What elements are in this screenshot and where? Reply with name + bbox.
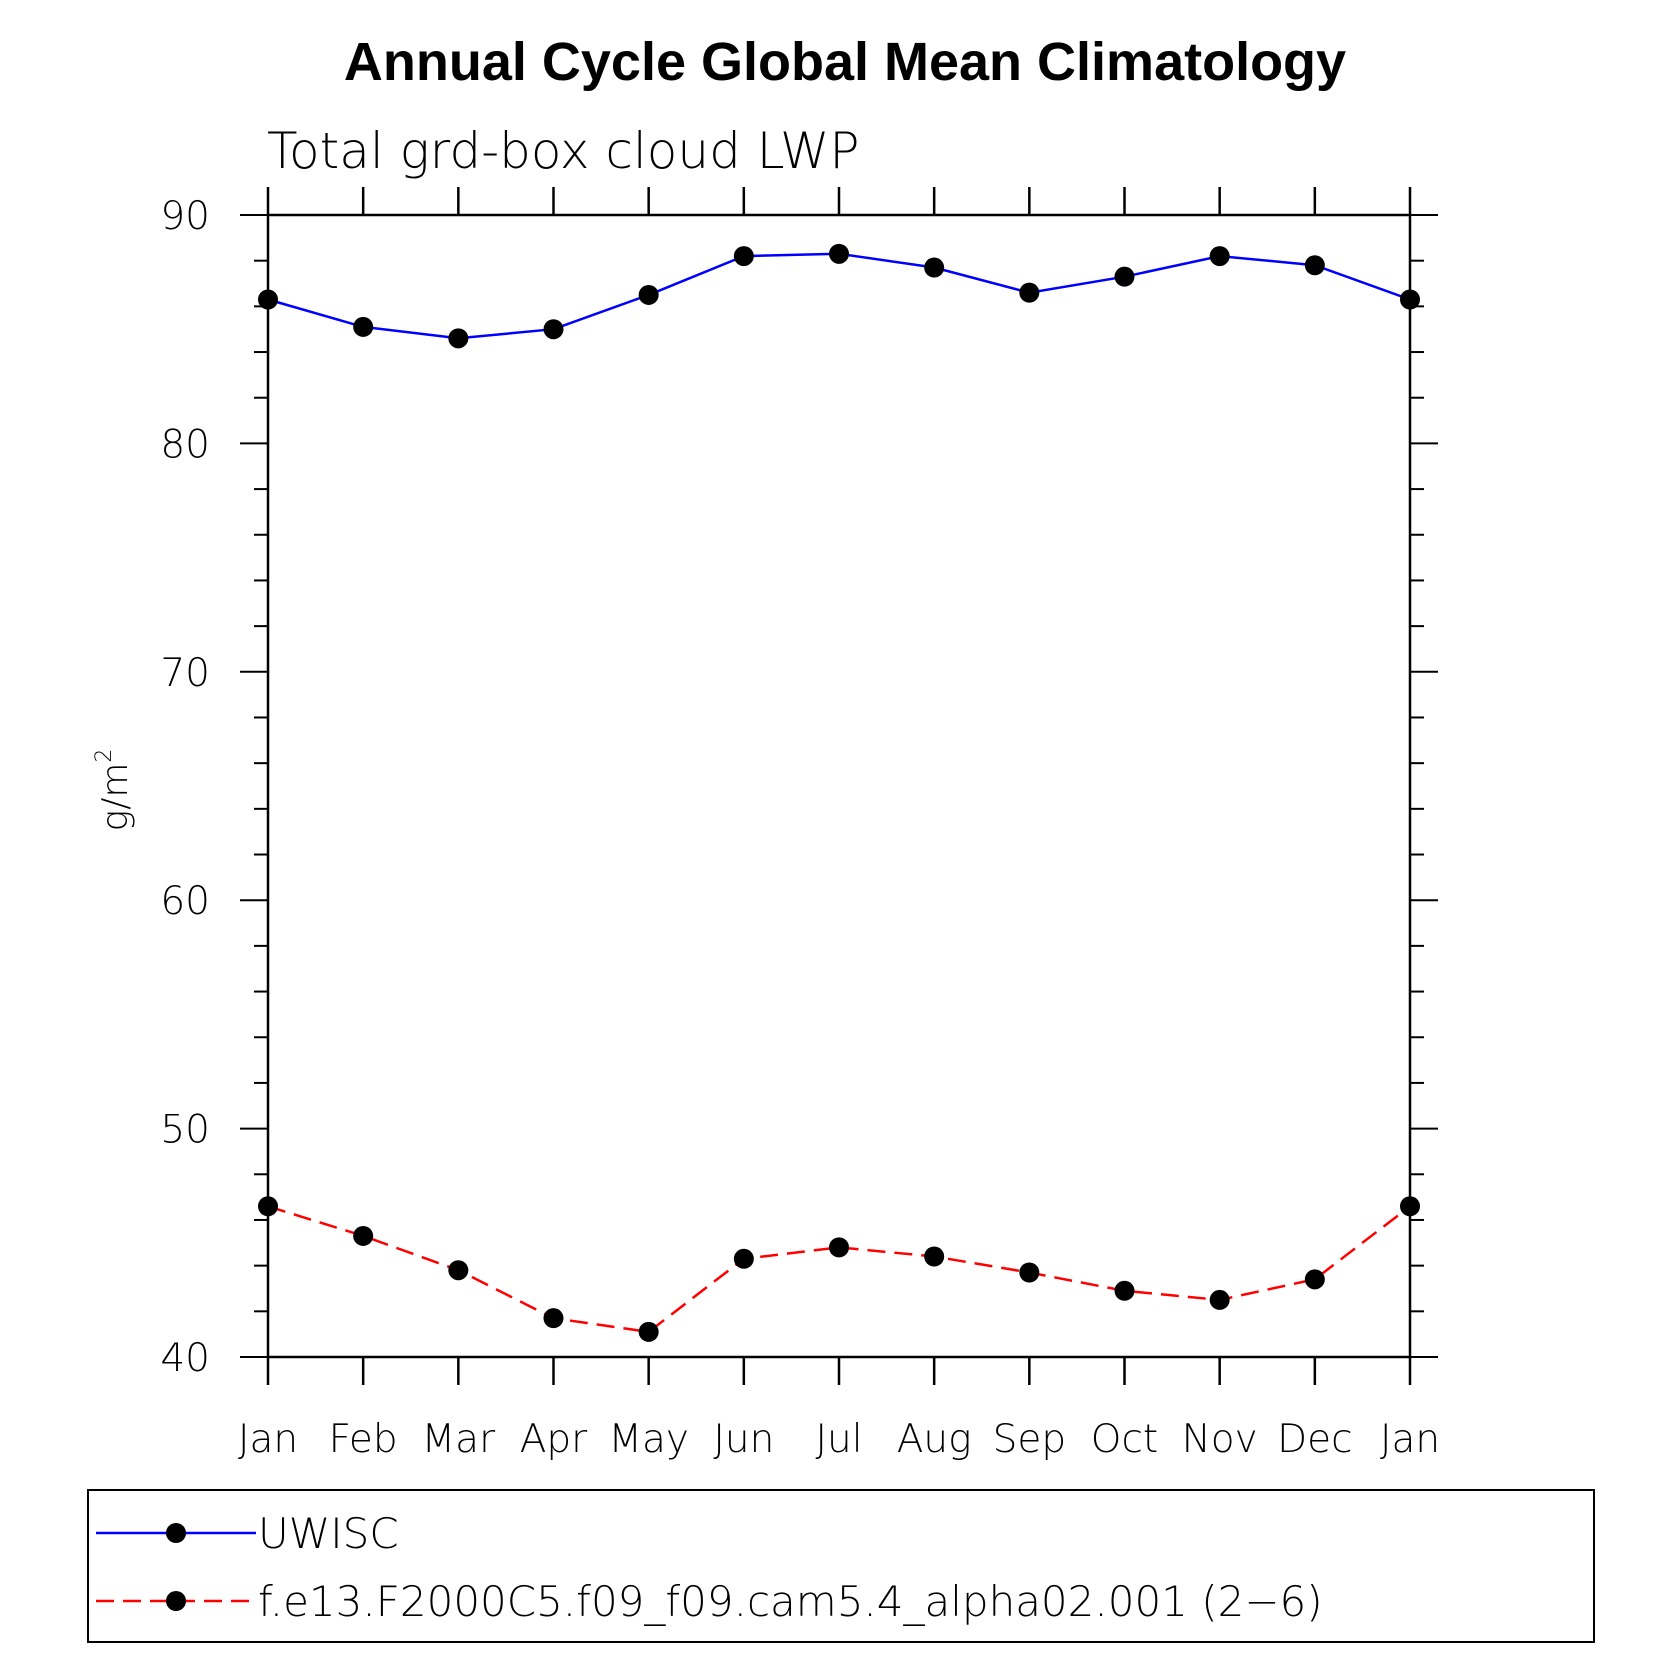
- series-0-point: [448, 328, 469, 349]
- y-tick-label: 40: [160, 1336, 210, 1381]
- legend-item-model: f.e13.F2000C5.f09_f09.cam5.4_alpha02.001…: [96, 1577, 1323, 1626]
- chart-title: Annual Cycle Global Mean Climatology: [344, 32, 1346, 92]
- x-tick-label: Apr: [520, 1417, 587, 1462]
- x-tick-labels: Jan Feb Mar Apr May Jun Jul Aug Sep Oct Nov Dec Jan: [238, 1417, 1440, 1462]
- series-0-point: [258, 289, 278, 310]
- x-tick-label: Jul: [815, 1417, 862, 1462]
- series-0-point: [1114, 266, 1135, 287]
- y-axis-label-superscript: 2: [92, 749, 117, 763]
- series-layer: [258, 243, 1420, 1342]
- series-1-point: [1114, 1280, 1135, 1301]
- series-1-point: [448, 1260, 469, 1281]
- y-tick-label: 60: [160, 879, 210, 924]
- legend-marker-model: [166, 1591, 186, 1611]
- x-tick-label: Sep: [993, 1417, 1067, 1462]
- chart-subtitle: Total grd-box cloud LWP: [267, 122, 860, 180]
- y-axis-label: g/m2: [92, 749, 136, 832]
- x-tick-label: Jan: [1380, 1417, 1440, 1462]
- legend-item-uwisc: UWISC: [96, 1509, 399, 1558]
- series-0-point: [1019, 282, 1040, 303]
- series-line-1: [267, 1205, 1411, 1334]
- x-tick-label: Mar: [422, 1417, 496, 1462]
- x-tick-label: Nov: [1182, 1417, 1258, 1462]
- series-0-point: [1304, 255, 1325, 276]
- x-tick-label: May: [608, 1417, 689, 1462]
- series-1-point: [1209, 1289, 1230, 1310]
- x-tick-label: Oct: [1091, 1417, 1158, 1462]
- series-1-point: [638, 1321, 659, 1342]
- y-tick-label: 50: [160, 1108, 210, 1153]
- legend-label-model: f.e13.F2000C5.f09_f09.cam5.4_alpha02.001…: [258, 1577, 1323, 1626]
- series-0-point: [924, 257, 945, 278]
- series-0-point: [1400, 289, 1420, 310]
- series-1-point: [1019, 1262, 1040, 1283]
- x-tick-label: Jan: [238, 1417, 298, 1462]
- series-0-point: [543, 319, 564, 340]
- x-tick-label: Aug: [897, 1417, 972, 1462]
- axis-ticks: [240, 187, 1438, 1385]
- y-tick-label: 90: [160, 194, 210, 239]
- x-tick-label: Dec: [1277, 1417, 1352, 1462]
- series-1-point: [829, 1237, 849, 1258]
- legend-label-uwisc: UWISC: [258, 1509, 399, 1558]
- series-1-point: [1304, 1269, 1325, 1290]
- plot-frame: [266, 213, 1412, 1359]
- y-tick-labels: 40 50 60 70 80 90: [160, 194, 210, 1381]
- x-tick-label: Jun: [713, 1417, 774, 1462]
- series-line-0: [267, 252, 1411, 340]
- series-0-point: [1209, 246, 1230, 267]
- series-1-point: [733, 1248, 754, 1269]
- legend-box: [87, 1489, 1595, 1643]
- series-1-point: [543, 1308, 564, 1329]
- series-1-point: [258, 1196, 278, 1217]
- svg-text:g/m2: g/m2: [92, 749, 136, 832]
- series-0-point: [353, 316, 374, 337]
- x-tick-label: Feb: [329, 1417, 398, 1462]
- series-1-point: [353, 1225, 374, 1246]
- y-tick-label: 80: [160, 422, 210, 467]
- series-0-point: [638, 284, 659, 305]
- y-axis-label-base: g/m: [95, 763, 136, 832]
- y-tick-label: 70: [160, 651, 210, 696]
- series-1-point: [924, 1246, 945, 1267]
- series-0-point: [829, 243, 849, 264]
- series-1-point: [1400, 1196, 1420, 1217]
- series-0-point: [733, 246, 754, 267]
- legend-marker-uwisc: [166, 1523, 186, 1543]
